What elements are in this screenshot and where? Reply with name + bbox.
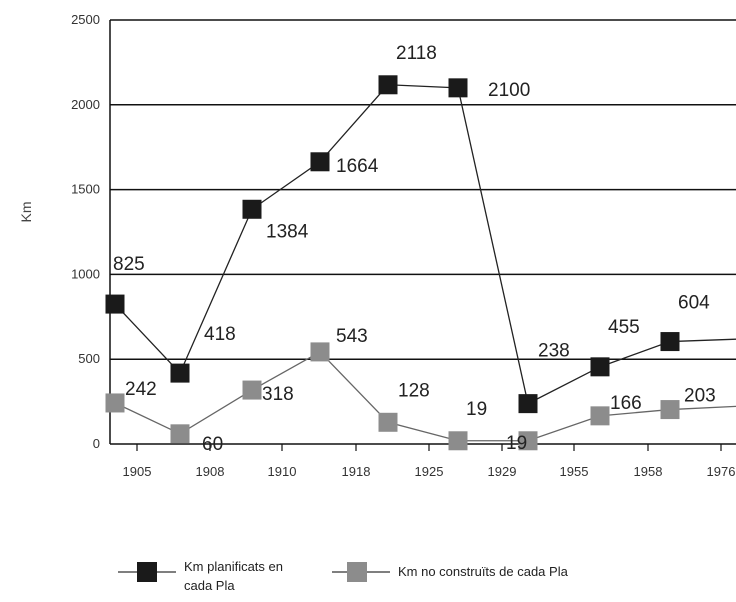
data-label: 2100 <box>488 80 530 101</box>
x-tick-label: 1918 <box>342 464 371 479</box>
legend-item: Km planificats en cada Pla <box>118 559 283 593</box>
data-point-marker <box>660 332 680 352</box>
x-tick-label: 1929 <box>488 464 517 479</box>
x-tick-label: 1976 <box>707 464 736 479</box>
x-tick-label: 1910 <box>268 464 297 479</box>
data-label: 128 <box>398 380 430 401</box>
data-label: 166 <box>610 393 642 414</box>
data-point-marker <box>170 424 190 444</box>
legend: Km planificats en cada Pla Km no construït… <box>118 559 569 593</box>
y-tick-label: 2000 <box>71 97 100 112</box>
data-labels: 825 418 1384 1664 2118 2100 238 455 604 242 60 318 5… <box>113 43 716 455</box>
data-point-marker <box>518 431 538 451</box>
data-label: 203 <box>684 386 716 407</box>
data-label: 418 <box>204 324 236 345</box>
data-label: 242 <box>125 379 157 400</box>
series-line <box>114 84 736 405</box>
data-label: 60 <box>202 434 223 455</box>
legend-label: Km no construïts de cada Pla <box>398 564 569 579</box>
x-tick-label: 1905 <box>123 464 152 479</box>
data-point-marker <box>105 393 125 413</box>
data-label: 19 <box>506 433 527 454</box>
data-label: 2118 <box>396 43 437 64</box>
y-axis-title: Km <box>18 202 34 223</box>
axes: 0 500 1000 1500 2000 2500 1905 1908 1910 1918 1925… <box>71 12 736 479</box>
legend-item: Km no construïts de cada Pla <box>332 562 569 582</box>
x-tick-label: 1908 <box>196 464 225 479</box>
data-point-marker <box>590 357 610 377</box>
data-label: 238 <box>538 341 570 362</box>
data-label: 455 <box>608 317 640 338</box>
data-point-marker <box>378 75 398 95</box>
series-group <box>105 75 736 451</box>
series-line <box>114 351 736 442</box>
data-point-marker <box>448 431 468 451</box>
data-point-marker <box>660 400 680 420</box>
legend-label: Km planificats en cada Pla <box>184 559 283 593</box>
data-point-marker <box>448 78 468 98</box>
y-tick-label: 1500 <box>71 182 100 197</box>
data-label: 604 <box>678 293 710 314</box>
y-tick-label: 0 <box>93 436 100 451</box>
legend-marker <box>137 562 157 582</box>
data-label: 318 <box>262 384 294 405</box>
x-tick-label: 1958 <box>634 464 663 479</box>
y-tick-label: 500 <box>78 351 100 366</box>
data-point-marker <box>378 412 398 432</box>
data-point-marker <box>518 394 538 414</box>
data-label: 1384 <box>266 221 309 242</box>
data-point-marker <box>242 380 262 400</box>
y-tick-label: 1000 <box>71 266 100 281</box>
data-label: 825 <box>113 254 145 275</box>
x-tick-label: 1955 <box>560 464 589 479</box>
data-point-marker <box>242 199 262 219</box>
series-km-no-construits <box>105 342 736 451</box>
data-point-marker <box>170 363 190 383</box>
data-label: 543 <box>336 326 368 347</box>
data-label: 19 <box>466 399 487 420</box>
data-label: 1664 <box>336 156 379 177</box>
legend-marker <box>347 562 367 582</box>
data-point-marker <box>310 342 330 362</box>
series-km-planificats <box>105 75 736 414</box>
x-tick-label: 1925 <box>415 464 444 479</box>
data-point-marker <box>105 294 125 314</box>
data-point-marker <box>310 152 330 172</box>
y-tick-label: 2500 <box>71 12 100 27</box>
data-point-marker <box>590 406 610 426</box>
grid-lines <box>110 19 736 360</box>
